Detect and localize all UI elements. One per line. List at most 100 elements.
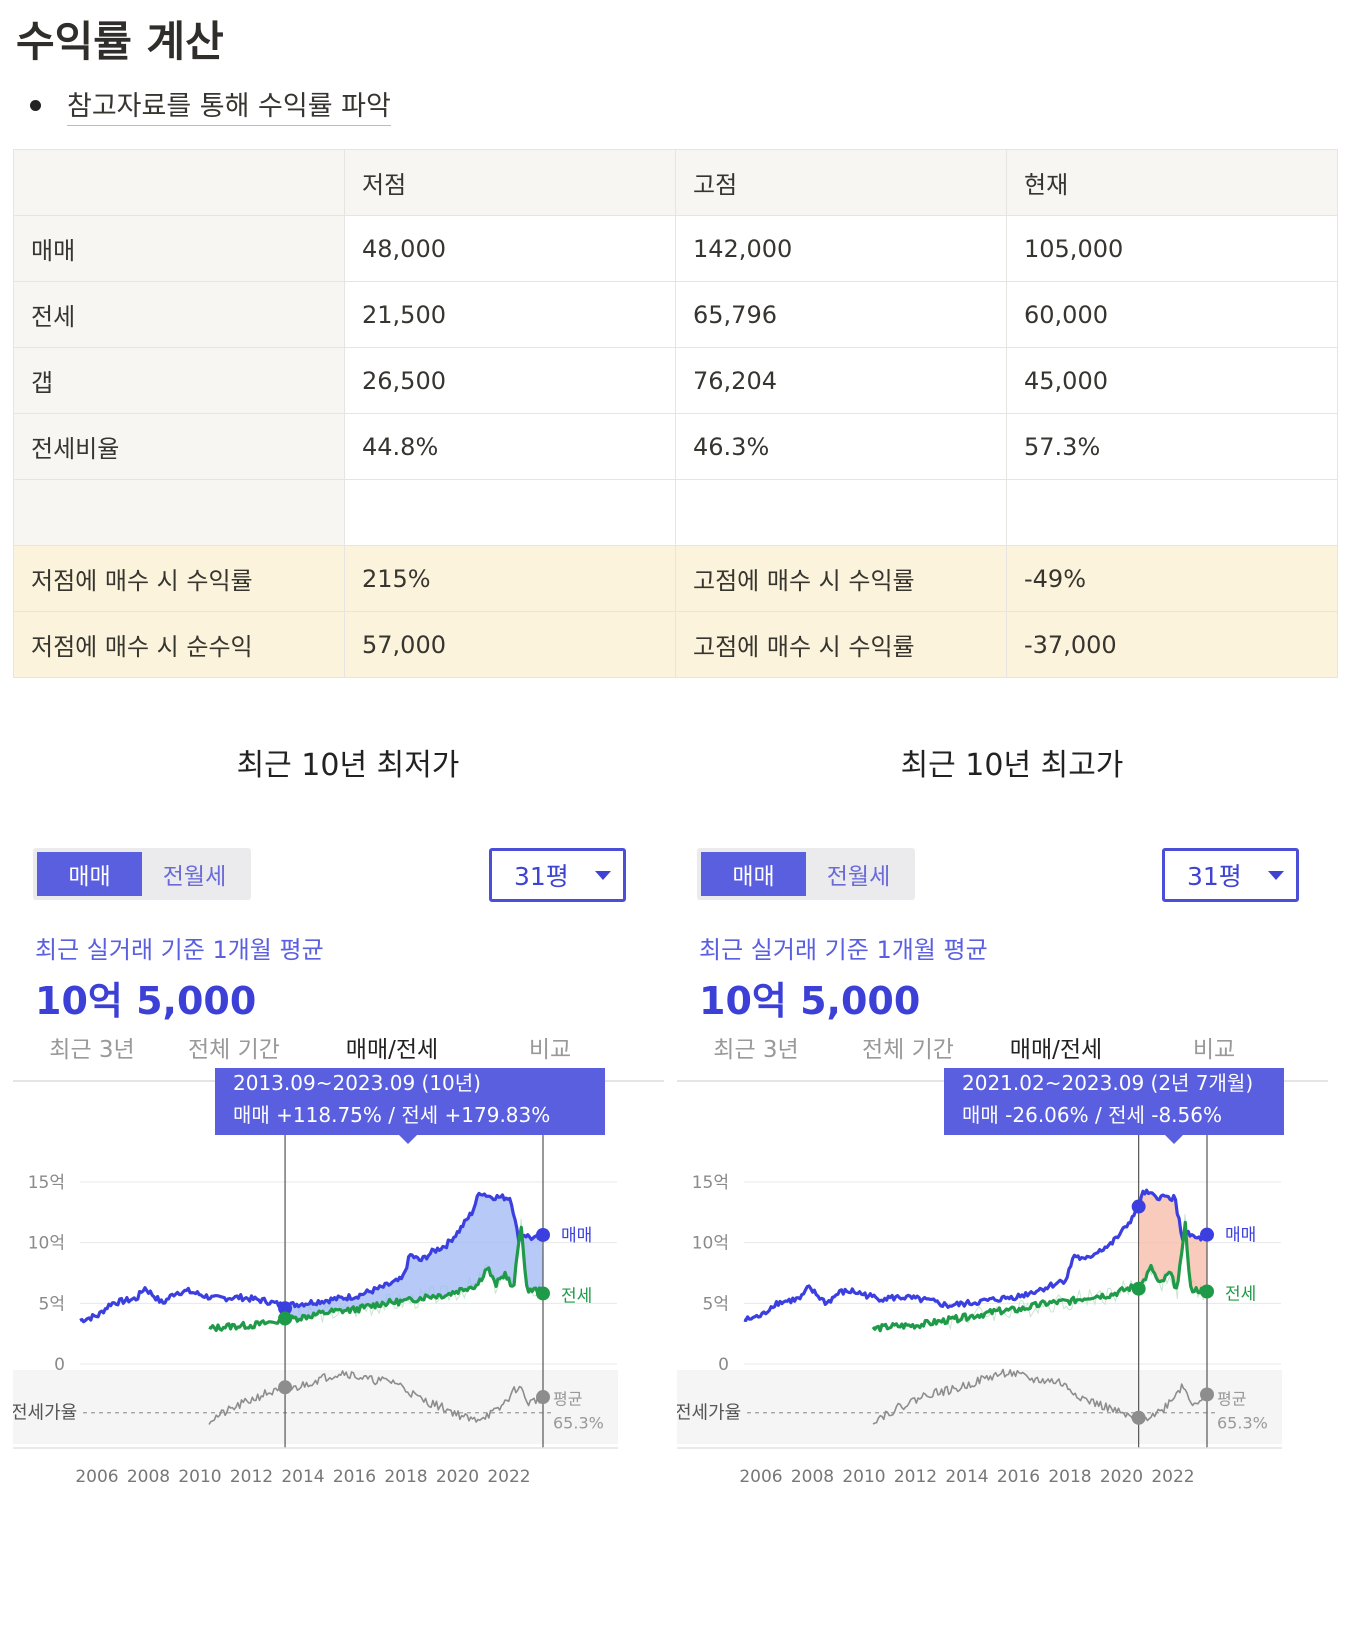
table-row: 매매 48,000 142,000 105,000 <box>13 215 1338 282</box>
price-value: 10억 5,000 <box>699 979 921 1023</box>
legend-sale: 매매 <box>1225 1226 1256 1246</box>
table-cell: -37,000 <box>1006 611 1338 678</box>
tooltip-arrow <box>1165 1135 1183 1144</box>
price-chart[interactable]: 0 5억 10억 15억 전세가율 평균 65.3% 매매 전세 2006 2008 2010 2012… <box>11 1060 653 1502</box>
toggle-sale[interactable]: 매매 <box>701 852 806 896</box>
highest-price-panel: 최근 10년 최고가 매매 전월세 31평 최근 실거래 기준 1개월 평균 1… <box>675 720 1347 1580</box>
table-cell: 저점에 매수 시 순수익 <box>13 611 345 678</box>
table-cell: 215% <box>344 545 676 612</box>
ratio-label: 전세가율 <box>13 1403 77 1424</box>
tab-compare[interactable]: 비교 <box>1192 1037 1236 1063</box>
ratio-label: 전세가율 <box>677 1403 741 1424</box>
toggle-rent[interactable]: 전월세 <box>826 864 891 890</box>
tab-all-period[interactable]: 전체 기간 <box>862 1037 954 1063</box>
tab-recent-3y[interactable]: 최근 3년 <box>49 1037 135 1063</box>
table-cell <box>344 479 676 546</box>
table-cell: -49% <box>1006 545 1338 612</box>
highlight-row: 저점에 매수 시 순수익 57,000 고점에 매수 시 수익률 -37,000 <box>13 611 1338 678</box>
header-cell <box>13 149 345 216</box>
size-select[interactable]: 31평 <box>489 848 626 902</box>
x-tick-label: 2022 <box>1151 1467 1194 1487</box>
x-tick-label: 2016 <box>333 1467 376 1487</box>
header-cell: 고점 <box>675 149 1007 216</box>
average-label: 평균 <box>553 1390 582 1409</box>
jeonse-start-dot <box>1131 1281 1146 1296</box>
yield-table: 저점 고점 현재 매매 48,000 142,000 105,000 전세 21… <box>13 149 1338 678</box>
price-subtitle: 최근 실거래 기준 1개월 평균 <box>35 936 324 964</box>
table-cell: 48,000 <box>344 215 676 282</box>
average-value: 65.3% <box>1217 1414 1268 1433</box>
average-value: 65.3% <box>553 1414 604 1433</box>
size-select-value: 31평 <box>514 862 569 891</box>
tooltip-box <box>215 1060 605 1135</box>
x-tick-label: 2008 <box>791 1467 834 1487</box>
size-select-value: 31평 <box>1187 862 1242 891</box>
price-value: 10억 5,000 <box>35 979 257 1023</box>
legend-sale: 매매 <box>561 1226 592 1246</box>
table-cell <box>675 479 1007 546</box>
table-row: 전세 21,500 65,796 60,000 <box>13 281 1338 348</box>
reference-link[interactable]: 참고자료를 통해 수익률 파악 <box>67 84 391 126</box>
table-cell <box>1006 479 1338 546</box>
row-label: 매매 <box>13 215 345 282</box>
table-header-row: 저점 고점 현재 <box>13 149 1338 216</box>
x-tick-label: 2018 <box>384 1467 427 1487</box>
sale-line <box>743 1188 1208 1323</box>
ratio-line <box>872 1368 1208 1425</box>
table-cell: 26,500 <box>344 347 676 414</box>
header-cell: 현재 <box>1006 149 1338 216</box>
header-cell: 저점 <box>344 149 676 216</box>
sale-end-dot <box>1200 1227 1214 1242</box>
row-label: 갭 <box>13 347 345 414</box>
table-cell: 142,000 <box>675 215 1007 282</box>
size-select[interactable]: 31평 <box>1162 848 1299 902</box>
table-row <box>13 479 1338 546</box>
ratio-line <box>208 1370 544 1425</box>
table-cell: 57,000 <box>344 611 676 678</box>
toggle-sale[interactable]: 매매 <box>37 852 142 896</box>
toggle-rent[interactable]: 전월세 <box>162 864 227 890</box>
lowest-price-panel: 최근 10년 최저가 매매 전월세 31평 최근 실거래 기준 1개월 평균 1… <box>11 720 683 1580</box>
tooltip-box <box>944 1060 1284 1135</box>
sale-start-dot <box>1131 1199 1146 1214</box>
price-subtitle: 최근 실거래 기준 1개월 평균 <box>699 936 988 964</box>
x-tick-label: 2010 <box>842 1467 885 1487</box>
jeonse-line <box>871 1220 1209 1333</box>
table-cell: 46.3% <box>675 413 1007 480</box>
y-tick-label: 10억 <box>692 1234 729 1254</box>
table-cell: 45,000 <box>1006 347 1338 414</box>
row-label: 전세비율 <box>13 413 345 480</box>
chevron-down-icon <box>594 870 611 880</box>
tooltip-change: 매매 -26.06% / 전세 -8.56% <box>962 1103 1222 1127</box>
table-cell: 고점에 매수 시 수익률 <box>675 611 1007 678</box>
table-cell: 21,500 <box>344 281 676 348</box>
jeonse-end-dot <box>1200 1284 1214 1299</box>
x-tick-label: 2006 <box>75 1467 118 1487</box>
tooltip-arrow <box>399 1135 417 1144</box>
bullet-dot <box>30 99 41 111</box>
sale-line <box>79 1191 543 1324</box>
y-tick-label: 10억 <box>28 1234 65 1254</box>
tab-compare[interactable]: 비교 <box>528 1037 572 1063</box>
x-tick-label: 2012 <box>894 1467 937 1487</box>
bullet-item: 참고자료를 통해 수익률 파악 <box>30 84 391 126</box>
sale-end-dot <box>536 1227 550 1242</box>
table-cell: 76,204 <box>675 347 1007 414</box>
average-label: 평균 <box>1217 1390 1246 1409</box>
table-cell: 57.3% <box>1006 413 1338 480</box>
x-tick-label: 2012 <box>230 1467 273 1487</box>
tab-recent-3y[interactable]: 최근 3년 <box>713 1037 799 1063</box>
x-tick-label: 2006 <box>739 1467 782 1487</box>
legend-jeonse: 전세 <box>1225 1285 1256 1305</box>
ratio-start-dot <box>1131 1410 1146 1425</box>
price-chart[interactable]: 0 5억 10억 15억 전세가율 평균 65.3% 매매 전세 2006 2008 2010 2012… <box>675 1060 1317 1502</box>
chevron-down-icon <box>1267 870 1284 880</box>
y-tick-label: 0 <box>54 1355 65 1375</box>
y-tick-label: 15억 <box>692 1173 729 1193</box>
x-tick-label: 2014 <box>945 1467 988 1487</box>
tab-all-period[interactable]: 전체 기간 <box>188 1037 280 1063</box>
trade-type-toggle: 매매 전월세 <box>33 848 251 900</box>
x-tick-label: 2016 <box>997 1467 1040 1487</box>
